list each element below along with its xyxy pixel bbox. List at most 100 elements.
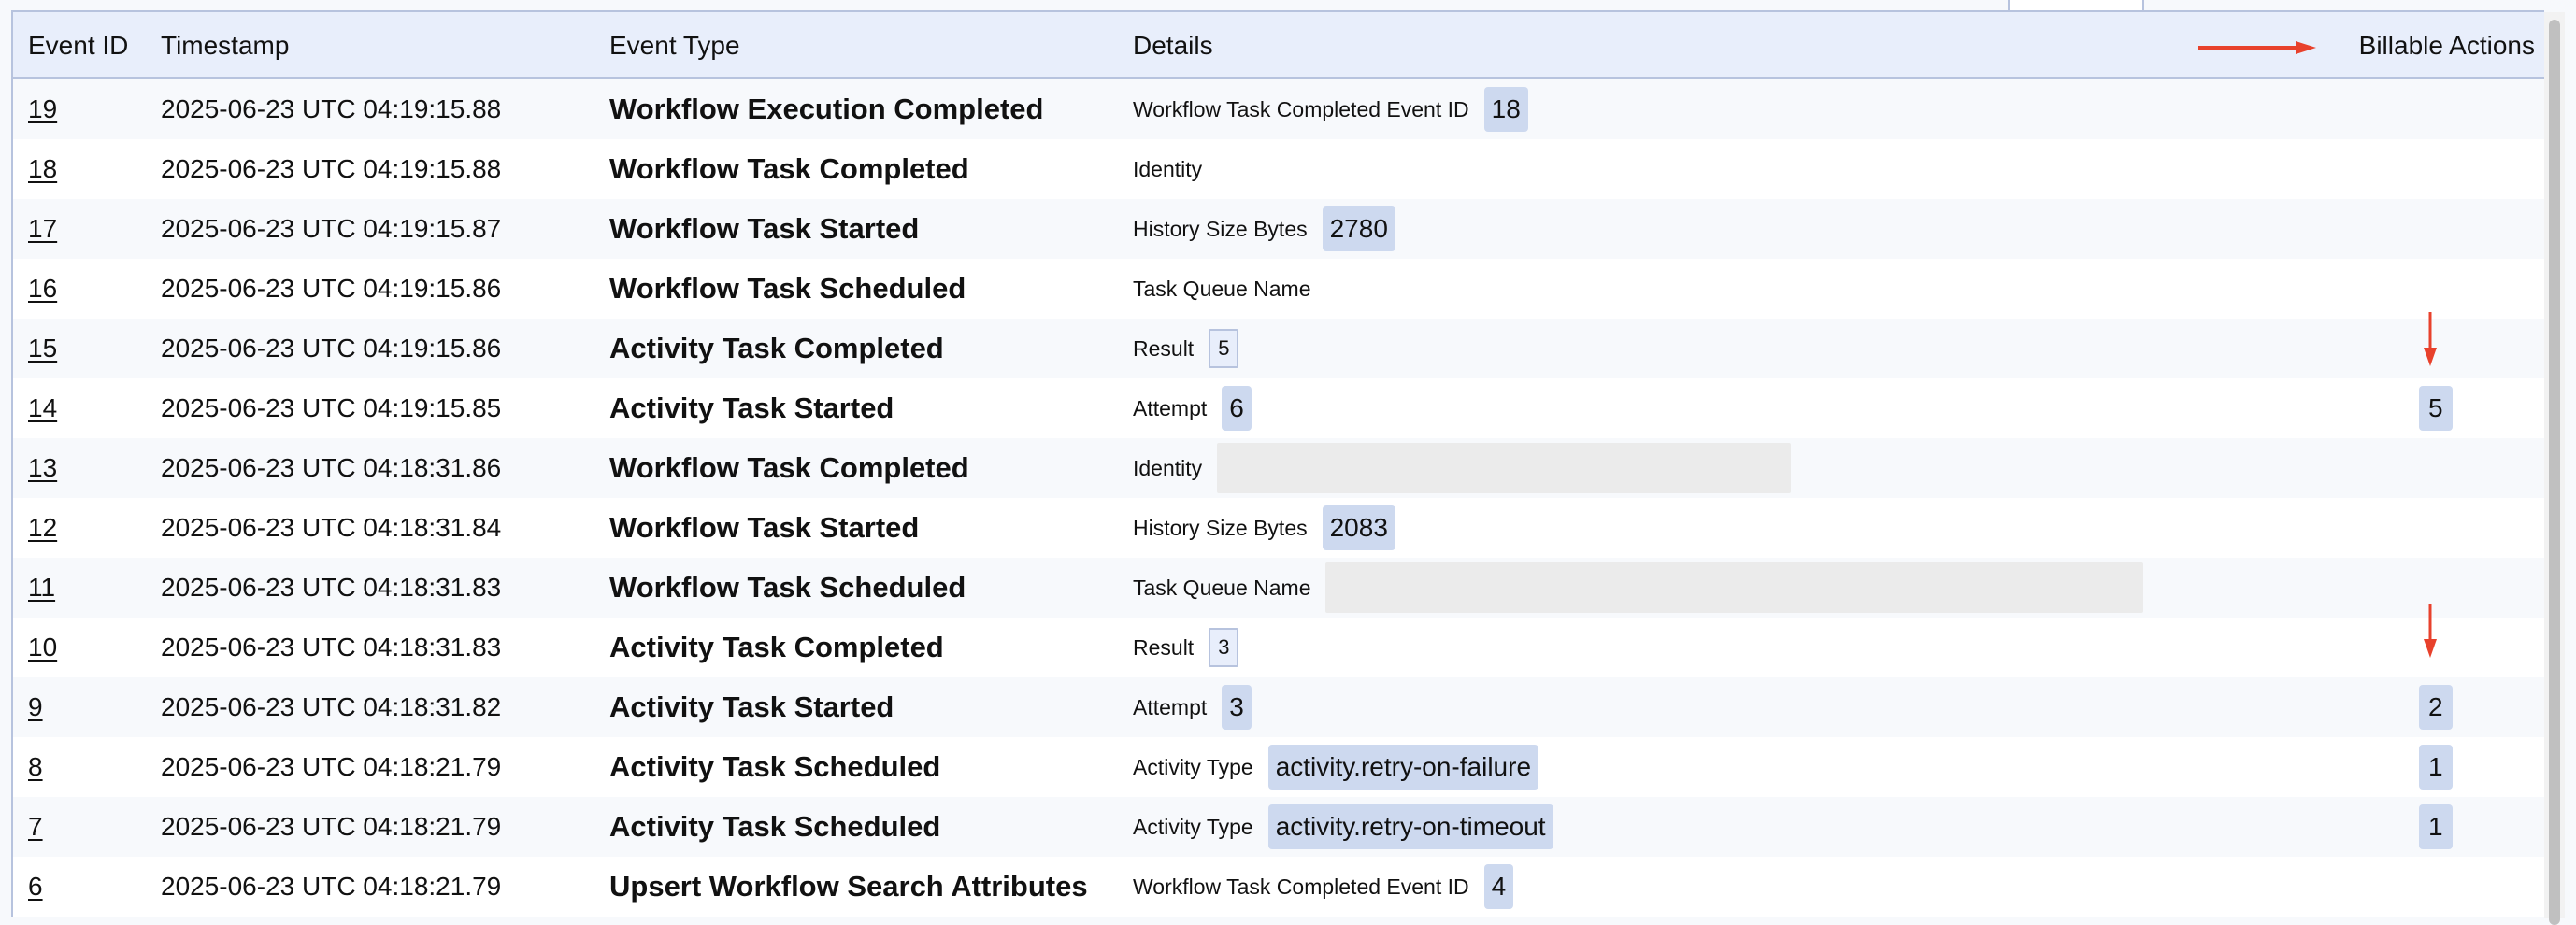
top-tab-fragment [2008, 0, 2144, 10]
header-event-id[interactable]: Event ID [28, 31, 129, 60]
detail-value: activity.retry-on-timeout [1267, 804, 1553, 849]
table-row[interactable]: 17 2025-06-23 UTC 04:19:15.87 Workflow T… [13, 199, 2544, 259]
detail-label: Task Queue Name [1133, 276, 1311, 301]
details: Task Queue Name [1133, 259, 1310, 319]
event-id-link[interactable]: 15 [28, 334, 58, 363]
detail-label: Task Queue Name [1133, 575, 1311, 600]
event-type: Activity Task Started [609, 391, 894, 424]
event-type: Workflow Task Completed [609, 152, 969, 185]
event-id-link[interactable]: 10 [28, 633, 58, 662]
table-row[interactable]: 18 2025-06-23 UTC 04:19:15.88 Workflow T… [13, 139, 2544, 199]
redacted-value [1217, 443, 1792, 493]
billable-actions-badge: 1 [2419, 804, 2453, 849]
billable-actions-badge: 5 [2419, 386, 2453, 431]
detail-label: Workflow Task Completed Event ID [1133, 874, 1469, 899]
table-row[interactable]: 15 2025-06-23 UTC 04:19:15.86 Activity T… [13, 319, 2544, 378]
event-type: Activity Task Completed [609, 631, 944, 663]
header-timestamp[interactable]: Timestamp [161, 31, 290, 60]
detail-value: 3 [1222, 685, 1252, 730]
details: Activity Type activity.retry-on-failure [1133, 737, 1539, 797]
detail-value: 2083 [1322, 505, 1395, 550]
table-row[interactable]: 19 2025-06-23 UTC 04:19:15.88 Workflow E… [13, 79, 2544, 139]
table-row[interactable]: 9 2025-06-23 UTC 04:18:31.82 Activity Ta… [13, 677, 2544, 737]
table-row[interactable]: 7 2025-06-23 UTC 04:18:21.79 Activity Ta… [13, 797, 2544, 857]
header-event-type[interactable]: Event Type [609, 31, 740, 60]
timestamp: 2025-06-23 UTC 04:18:21.79 [161, 872, 502, 901]
event-id-link[interactable]: 9 [28, 692, 43, 721]
timestamp: 2025-06-23 UTC 04:19:15.88 [161, 154, 502, 183]
event-id-link[interactable]: 7 [28, 812, 43, 841]
event-id-link[interactable]: 14 [28, 393, 58, 422]
redacted-value [1325, 562, 2144, 613]
header-billable-actions: Billable Actions [2358, 31, 2535, 60]
billable-actions-badge: 2 [2419, 685, 2453, 730]
billable-actions-badge: 1 [2419, 745, 2453, 790]
table-header: Event ID Timestamp Event Type Details Bi… [13, 12, 2544, 79]
table-row[interactable]: 8 2025-06-23 UTC 04:18:21.79 Activity Ta… [13, 737, 2544, 797]
event-type: Workflow Execution Completed [609, 92, 1044, 125]
event-id-link[interactable]: 18 [28, 154, 58, 183]
detail-value: 2780 [1322, 206, 1395, 251]
header-details: Details [1133, 31, 1213, 60]
detail-value: 3 [1209, 628, 1239, 667]
detail-label: History Size Bytes [1133, 515, 1308, 540]
details: Task Queue Name [1133, 558, 2144, 618]
detail-label: Identity [1133, 455, 1203, 480]
table-row[interactable]: 13 2025-06-23 UTC 04:18:31.86 Workflow T… [13, 438, 2544, 498]
timestamp: 2025-06-23 UTC 04:19:15.85 [161, 393, 502, 422]
event-type: Workflow Task Started [609, 212, 920, 245]
details: Result 5 [1133, 319, 1239, 378]
details: Result 3 [1133, 618, 1239, 677]
detail-label: Activity Type [1133, 754, 1253, 779]
details: Attempt 3 [1133, 677, 1252, 737]
details: Identity [1133, 438, 1792, 498]
detail-label: Identity [1133, 156, 1203, 181]
event-type: Activity Task Scheduled [609, 750, 941, 783]
event-id-link[interactable]: 17 [28, 214, 58, 243]
detail-label: Attempt [1133, 694, 1208, 719]
timestamp: 2025-06-23 UTC 04:18:21.79 [161, 752, 502, 781]
event-type: Activity Task Started [609, 690, 894, 723]
event-type: Activity Task Scheduled [609, 810, 941, 843]
event-history-table: Event ID Timestamp Event Type Details Bi… [11, 10, 2544, 917]
table-row[interactable]: 16 2025-06-23 UTC 04:19:15.86 Workflow T… [13, 259, 2544, 319]
timestamp: 2025-06-23 UTC 04:19:15.86 [161, 334, 502, 363]
detail-label: Result [1133, 634, 1195, 660]
table-row[interactable]: 11 2025-06-23 UTC 04:18:31.83 Workflow T… [13, 558, 2544, 618]
event-type: Workflow Task Completed [609, 451, 969, 484]
event-type: Upsert Workflow Search Attributes [609, 870, 1088, 903]
details: Workflow Task Completed Event ID 18 [1133, 79, 1528, 139]
detail-value: 18 [1483, 87, 1528, 132]
table-row[interactable]: 10 2025-06-23 UTC 04:18:31.83 Activity T… [13, 618, 2544, 677]
event-id-link[interactable]: 13 [28, 453, 58, 482]
timestamp: 2025-06-23 UTC 04:18:31.86 [161, 453, 502, 482]
event-id-link[interactable]: 11 [28, 573, 56, 602]
detail-value: 6 [1222, 386, 1252, 431]
details: History Size Bytes 2083 [1133, 498, 1395, 558]
table-body: 19 2025-06-23 UTC 04:19:15.88 Workflow E… [13, 79, 2544, 917]
detail-value: 4 [1483, 864, 1514, 909]
vertical-scrollbar[interactable] [2544, 12, 2565, 925]
event-id-link[interactable]: 16 [28, 274, 58, 303]
timestamp: 2025-06-23 UTC 04:19:15.86 [161, 274, 502, 303]
table-row[interactable]: 12 2025-06-23 UTC 04:18:31.84 Workflow T… [13, 498, 2544, 558]
event-id-link[interactable]: 12 [28, 513, 58, 542]
event-id-link[interactable]: 6 [28, 872, 43, 901]
annotation-arrow-down-icon [2424, 312, 2437, 366]
timestamp: 2025-06-23 UTC 04:18:31.82 [161, 692, 502, 721]
table-row[interactable]: 6 2025-06-23 UTC 04:18:21.79 Upsert Work… [13, 857, 2544, 917]
timestamp: 2025-06-23 UTC 04:18:21.79 [161, 812, 502, 841]
details: Identity [1133, 139, 1202, 199]
details: Attempt 6 [1133, 378, 1252, 438]
details: Activity Type activity.retry-on-timeout [1133, 797, 1553, 857]
scrollbar-thumb[interactable] [2549, 20, 2560, 925]
event-type: Activity Task Completed [609, 332, 944, 364]
timestamp: 2025-06-23 UTC 04:19:15.88 [161, 94, 502, 123]
table-row[interactable]: 14 2025-06-23 UTC 04:19:15.85 Activity T… [13, 378, 2544, 438]
detail-value: activity.retry-on-failure [1267, 745, 1539, 790]
timestamp: 2025-06-23 UTC 04:18:31.83 [161, 573, 502, 602]
event-type: Workflow Task Scheduled [609, 571, 966, 604]
detail-label: Attempt [1133, 395, 1208, 420]
event-id-link[interactable]: 19 [28, 94, 58, 123]
event-id-link[interactable]: 8 [28, 752, 43, 781]
